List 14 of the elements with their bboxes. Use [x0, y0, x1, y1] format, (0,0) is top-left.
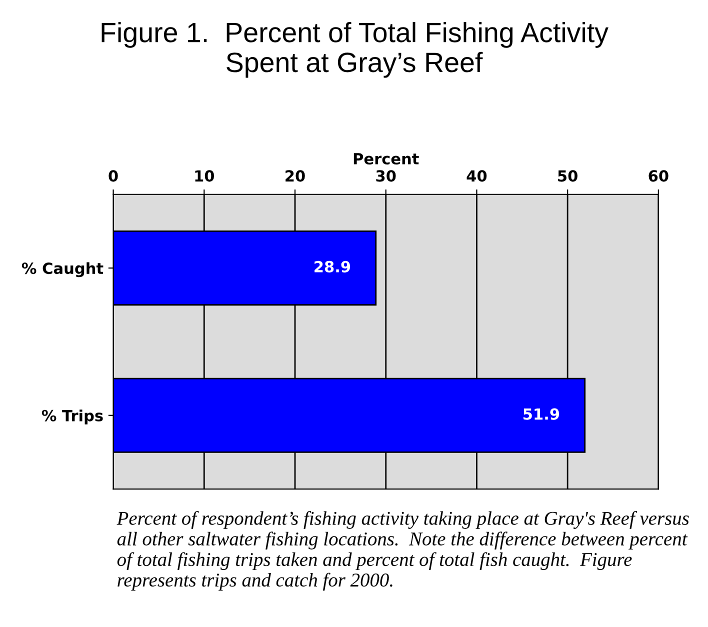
- y-tick-label: % Caught: [22, 262, 104, 278]
- x-tick-label: 30: [376, 170, 396, 182]
- x-tick-label: 40: [466, 170, 487, 182]
- x-tick-label: 50: [558, 170, 578, 182]
- y-tick-label: % Trips: [42, 410, 103, 424]
- chart-title: Figure 1. Percent of Total Fishing Activity Spent at Gray’s Reef: [102, 22, 608, 78]
- x-tick-label: 10: [195, 170, 214, 182]
- data-label: 28.9: [314, 260, 350, 272]
- data-label: 51.9: [524, 408, 560, 420]
- x-tick-label: 60: [648, 170, 668, 182]
- x-tick-label: 0: [108, 170, 118, 182]
- text: Percent of respondent’s fishing activity taking place at Gray's Reef versus all other saltwater fishing locations. Note the difference between percent of total fishing trips taken and percent of total fish caught. Figure represents trips and catch for 2000.: [116, 511, 689, 591]
- x-tick-label: 20: [286, 170, 305, 182]
- x-axis-title: Percent: [354, 153, 419, 165]
